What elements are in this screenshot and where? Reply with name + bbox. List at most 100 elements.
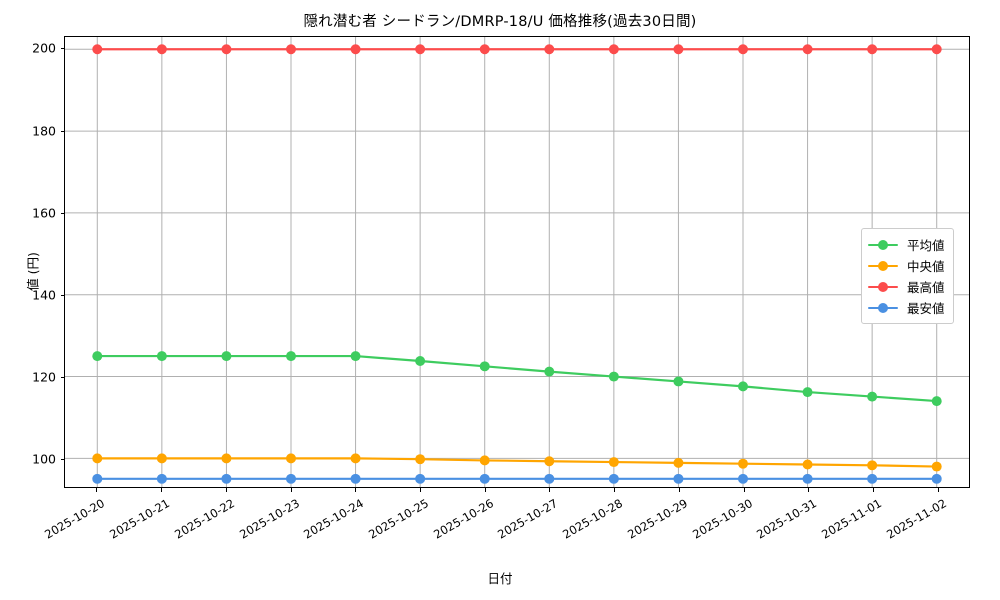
legend-label: 平均値 xyxy=(907,238,945,253)
data-point xyxy=(350,453,361,464)
data-point xyxy=(738,44,748,55)
x-tick-label: 2025-10-26 xyxy=(430,496,496,542)
y-tick-label: 140 xyxy=(32,287,56,303)
legend-swatch-icon xyxy=(868,301,898,315)
y-tick-mark xyxy=(60,48,65,50)
data-point xyxy=(156,473,167,484)
x-tick-mark xyxy=(937,488,939,492)
legend-swatch-icon xyxy=(868,280,898,294)
data-point xyxy=(867,44,878,55)
x-tick-mark xyxy=(290,488,292,492)
x-tick-mark xyxy=(225,488,227,492)
chart-title: 隠れ潜む者 シードラン/DMRP-18/U 価格推移(過去30日間) xyxy=(303,14,697,30)
data-point xyxy=(415,454,426,465)
x-tick-label: 2025-10-22 xyxy=(171,496,237,542)
y-axis-ticks: 100 120 140 160 180 200 xyxy=(0,36,1000,488)
data-point xyxy=(92,44,103,55)
legend-item-中央値[interactable]: 中央値 xyxy=(868,255,945,276)
data-point xyxy=(608,371,619,382)
data-point xyxy=(673,44,684,55)
x-tick-mark xyxy=(872,488,875,492)
data-point xyxy=(415,473,426,484)
data-point xyxy=(479,361,490,372)
legend-item-最安値[interactable]: 最安値 xyxy=(868,297,945,318)
data-point xyxy=(931,44,942,55)
data-point xyxy=(738,381,748,392)
data-point xyxy=(156,453,167,464)
data-point xyxy=(92,351,103,362)
y-tick-mark xyxy=(60,459,65,461)
x-tick-mark xyxy=(808,488,810,492)
data-point xyxy=(931,396,942,407)
data-point xyxy=(608,44,619,55)
x-tick-mark xyxy=(549,488,551,492)
x-tick-label: 2025-10-23 xyxy=(236,496,302,542)
data-point xyxy=(415,356,426,366)
y-tick-mark xyxy=(60,130,65,132)
x-tick-mark xyxy=(484,488,486,492)
data-point xyxy=(415,44,426,55)
data-point xyxy=(544,473,555,484)
data-point xyxy=(802,44,813,55)
data-point xyxy=(156,44,167,55)
y-tick-label: 180 xyxy=(32,123,56,138)
y-tick-label: 120 xyxy=(32,369,56,385)
data-point xyxy=(350,351,361,362)
x-tick-label: 2025-10-28 xyxy=(560,496,626,542)
data-point xyxy=(286,44,296,55)
x-axis-ticks: 2025-10-20 2025-10-21 2025-10-22 2025-10-23… xyxy=(0,36,1000,542)
data-point xyxy=(608,457,619,468)
x-tick-label: 2025-10-30 xyxy=(689,496,755,542)
series-平均値 xyxy=(92,351,942,407)
data-point xyxy=(931,461,942,472)
x-tick-mark xyxy=(614,488,616,492)
series-中央値 xyxy=(92,453,942,472)
x-tick-label: 2025-11-02 xyxy=(883,496,949,542)
data-point xyxy=(221,453,232,464)
y-tick-mark xyxy=(60,294,65,296)
data-point xyxy=(544,366,555,377)
y-tick-label: 100 xyxy=(32,451,56,467)
legend-item-最高値[interactable]: 最高値 xyxy=(868,276,945,297)
data-point xyxy=(479,44,490,55)
data-point xyxy=(286,473,296,484)
legend-item-平均値[interactable]: 平均値 xyxy=(868,234,945,255)
data-point xyxy=(802,387,813,398)
data-point xyxy=(221,44,232,55)
legend-label: 最安値 xyxy=(907,301,945,316)
legend-swatch-icon xyxy=(868,238,898,252)
data-point xyxy=(479,473,490,484)
x-tick-label: 2025-10-21 xyxy=(107,496,173,542)
x-tick-mark xyxy=(419,488,422,492)
y-tick-mark xyxy=(60,212,65,214)
y-tick-label: 200 xyxy=(32,40,56,56)
data-point xyxy=(544,456,555,467)
chart-legend: 平均値中央値最高値最安値 xyxy=(861,228,954,324)
data-point xyxy=(92,473,103,484)
data-point xyxy=(286,453,296,464)
data-point xyxy=(802,459,813,470)
data-point xyxy=(673,457,684,468)
data-point xyxy=(673,473,684,484)
y-tick-mark xyxy=(60,377,65,379)
data-point xyxy=(350,473,361,484)
x-axis-label: 日付 xyxy=(487,571,513,586)
data-point xyxy=(156,351,167,362)
series-layer xyxy=(92,44,942,484)
y-tick-label: 160 xyxy=(32,205,56,221)
x-tick-mark xyxy=(96,488,98,492)
data-point xyxy=(867,391,878,402)
x-tick-label: 2025-10-27 xyxy=(495,496,561,542)
data-point xyxy=(608,473,619,484)
series-最安値 xyxy=(92,473,942,484)
legend-swatch-icon xyxy=(868,259,898,273)
x-tick-label: 2025-10-29 xyxy=(624,496,690,542)
data-point xyxy=(867,460,878,471)
data-point xyxy=(221,351,232,362)
x-tick-mark xyxy=(743,488,745,492)
x-tick-label: 2025-11-01 xyxy=(819,496,884,542)
x-tick-label: 2025-10-20 xyxy=(42,496,108,542)
legend-label: 最高値 xyxy=(907,280,945,295)
data-point xyxy=(931,473,942,484)
